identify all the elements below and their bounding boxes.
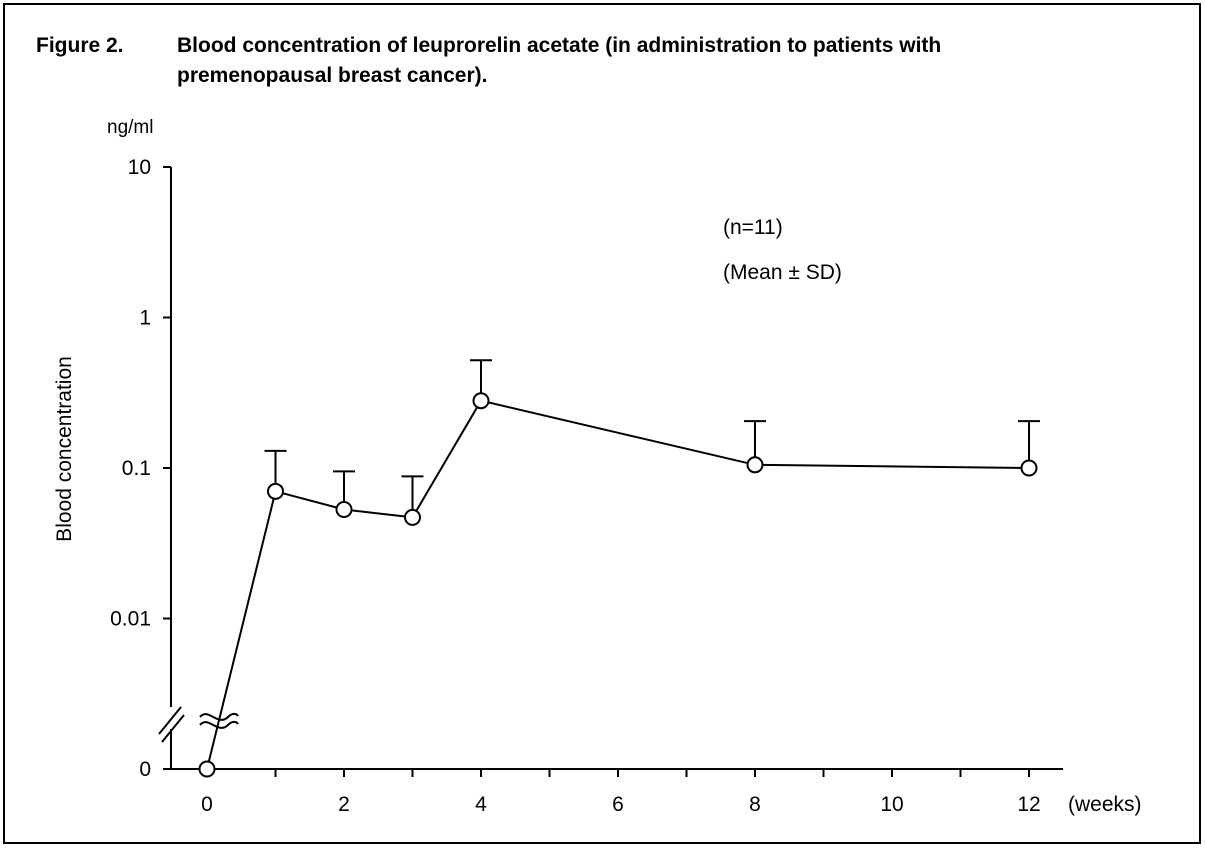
line-break-mark — [199, 712, 239, 721]
error-bars — [264, 359, 1040, 518]
ticks: 10 1 0.1 0.01 0 0 2 4 6 8 10 12 — [110, 156, 1041, 816]
y-axis-label: Blood concentration — [53, 356, 76, 542]
series-path — [206, 399, 1030, 770]
data-points — [198, 392, 1038, 778]
y-axis-break-mark — [161, 714, 185, 743]
y-tick-label: 1 — [139, 307, 151, 330]
data-point — [198, 760, 216, 778]
annotation-n: (n=11) — [723, 216, 783, 239]
x-tick-label: 0 — [201, 793, 213, 816]
data-point — [472, 392, 490, 410]
annotation-mean-sd: (Mean ± SD) — [723, 261, 842, 284]
x-tick-label: 10 — [880, 793, 903, 816]
series-line — [206, 399, 1030, 770]
data-point — [746, 456, 764, 474]
y-axis-break-mark — [158, 706, 182, 735]
line-break-mark — [199, 720, 239, 729]
x-tick-label: 6 — [612, 793, 624, 816]
axes — [158, 167, 1063, 770]
data-point — [267, 482, 284, 500]
y-unit-label: ng/ml — [107, 117, 153, 138]
y-tick-label: 0.01 — [110, 608, 151, 631]
y-tick-label: 10 — [128, 156, 151, 179]
x-tick-label: 8 — [749, 793, 761, 816]
x-tick-label: 12 — [1017, 793, 1040, 816]
x-unit-label: (weeks) — [1068, 793, 1142, 816]
figure-label: Figure 2. — [36, 34, 124, 57]
data-point — [404, 508, 421, 526]
data-point — [1020, 459, 1038, 477]
x-tick-label: 2 — [338, 793, 350, 816]
x-tick-label: 4 — [475, 793, 487, 816]
data-point — [335, 500, 353, 518]
figure-frame — [3, 3, 1201, 844]
y-tick-label: 0.1 — [122, 457, 151, 480]
figure-title: Blood concentration of leuprorelin aceta… — [177, 34, 942, 87]
y-tick-label: 0 — [139, 758, 151, 781]
